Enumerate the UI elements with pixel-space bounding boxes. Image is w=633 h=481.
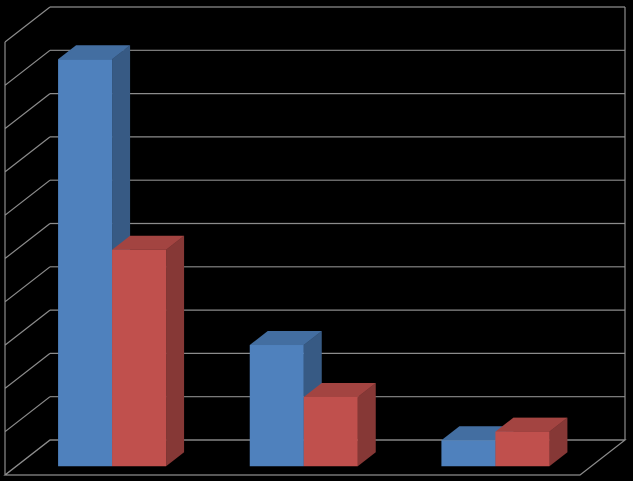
bar-top	[112, 235, 185, 250]
bar-top	[58, 45, 131, 60]
bar	[112, 235, 185, 467]
grid-line-left	[4, 136, 51, 173]
grid-line-left	[4, 309, 51, 346]
bar	[303, 382, 376, 467]
bar-top	[303, 382, 376, 397]
bar-side	[549, 417, 568, 467]
bar-side	[166, 235, 185, 467]
bar-front	[303, 396, 358, 467]
grid-line-left	[4, 49, 51, 86]
bar-top	[249, 331, 322, 346]
grid-line-left	[4, 439, 51, 476]
bar-side	[357, 382, 376, 467]
grid-line-left	[4, 266, 51, 303]
bar-front	[112, 249, 167, 467]
grid-line-left	[4, 352, 51, 389]
grid-line-left	[4, 223, 51, 259]
grid-line-left	[4, 179, 51, 216]
bar-front	[495, 431, 550, 467]
bar-front	[58, 59, 113, 467]
bar-top	[495, 417, 568, 432]
bar	[495, 417, 568, 467]
grid-line-left	[4, 6, 51, 43]
bar-front	[249, 345, 304, 467]
grid-line-left	[4, 93, 51, 130]
bar-front	[441, 440, 496, 467]
grid-line-left	[4, 396, 51, 433]
